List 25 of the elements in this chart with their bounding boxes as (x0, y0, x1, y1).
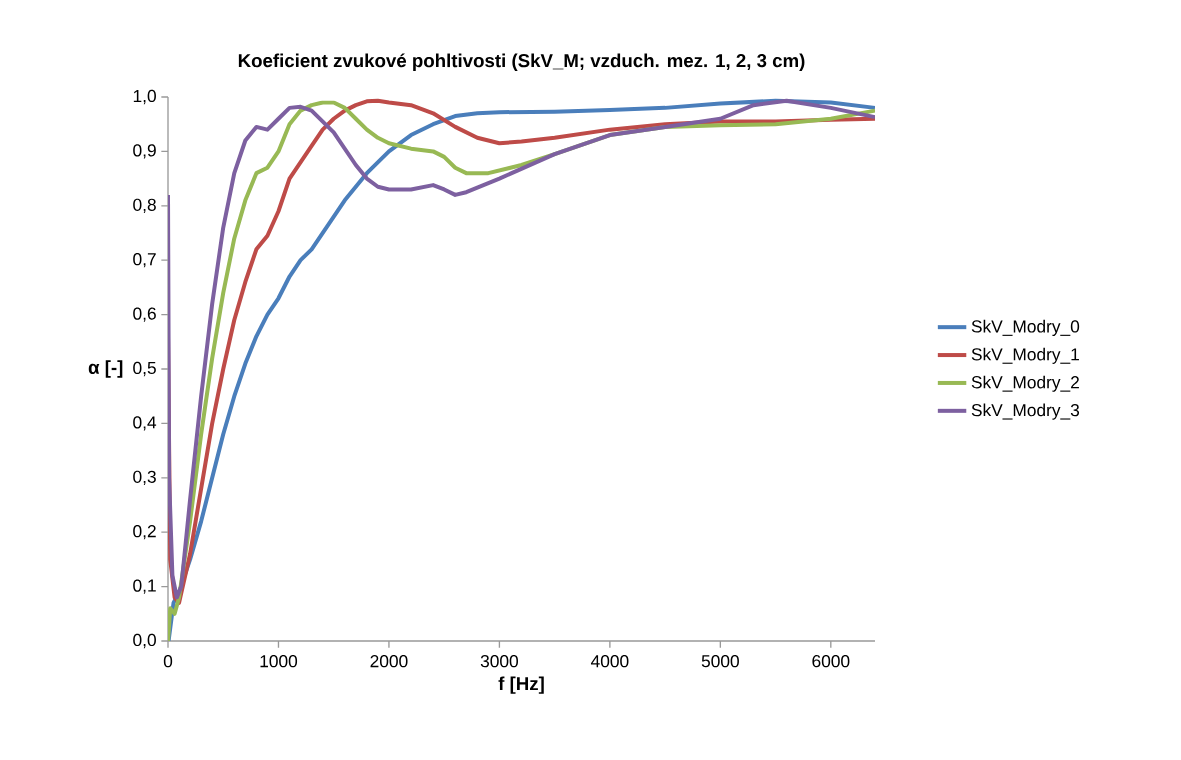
y-tick-label: 0,0 (133, 633, 156, 649)
y-tick-label: 0,9 (133, 144, 156, 159)
y-tick-label: 0,6 (133, 307, 156, 322)
y-tick-label: 0,8 (133, 198, 156, 213)
legend-label: SkV_Modry_0 (971, 319, 1080, 337)
x-axis-title: f [Hz] (498, 676, 544, 694)
x-tick-label: 0 (163, 655, 173, 668)
y-axis-title: α [-] (88, 360, 123, 378)
legend-label: SkV_Modry_2 (971, 375, 1079, 392)
x-tick-label: 3000 (480, 655, 519, 668)
x-tick-label: 5000 (701, 655, 739, 668)
x-tick-label: 2000 (370, 655, 408, 668)
chart-title: Koeficient zvukové pohltivosti (SkV_M; vzduch. mez. 1, 2, 3 cm) (238, 53, 805, 71)
legend-label: SkV_Modry_1 (971, 347, 1079, 364)
y-tick-label: 0,3 (133, 470, 156, 485)
x-tick-label: 1000 (260, 655, 298, 668)
y-tick-label: 0,7 (133, 253, 156, 268)
x-tick-label: 6000 (812, 655, 850, 668)
y-tick-label: 0,4 (133, 416, 157, 431)
y-tick-label: 0,2 (133, 525, 156, 540)
x-tick-label: 4000 (590, 655, 629, 668)
y-tick-label: 0,1 (133, 579, 156, 594)
y-tick-label: 1,0 (133, 89, 156, 105)
legend-label: SkV_Modry_3 (971, 403, 1080, 420)
y-tick-label: 0,5 (133, 361, 156, 377)
